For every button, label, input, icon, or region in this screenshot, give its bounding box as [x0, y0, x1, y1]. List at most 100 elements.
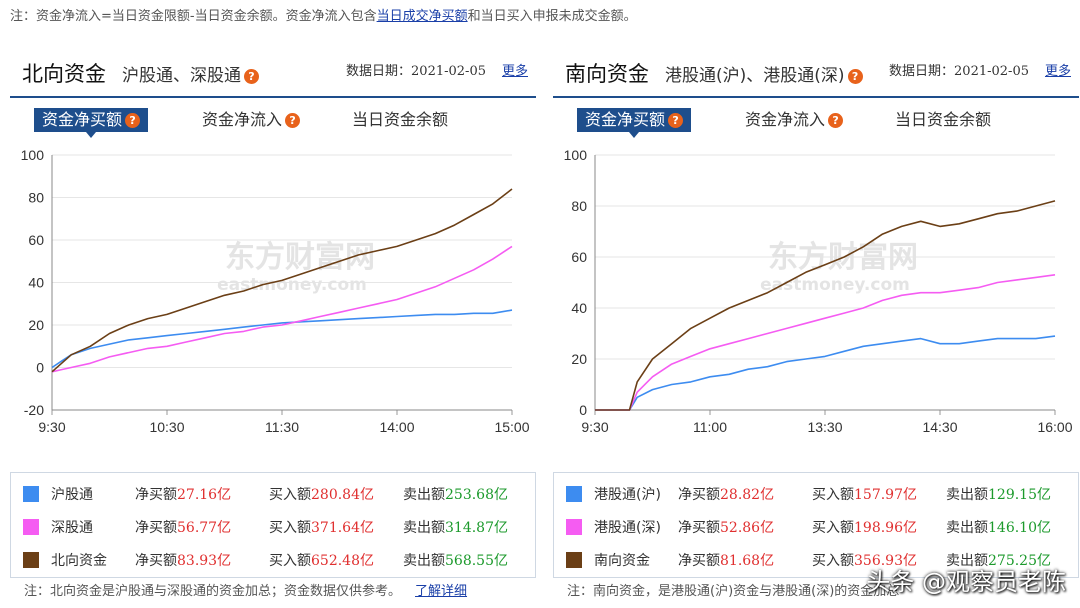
- tab-balance[interactable]: 当日资金余额: [895, 108, 991, 132]
- y-tick-label: 60: [571, 249, 587, 265]
- tab-net-buy[interactable]: 资金净买额?: [34, 108, 149, 138]
- net-buy-value: 净买额56.77亿: [135, 520, 232, 536]
- help-icon[interactable]: ?: [828, 113, 844, 128]
- help-icon[interactable]: ?: [125, 113, 141, 128]
- x-tick-label: 11:00: [693, 419, 727, 435]
- help-icon[interactable]: ?: [668, 113, 684, 128]
- legend-name: 港股通(深): [594, 520, 661, 536]
- x-tick-label: 11:30: [265, 419, 299, 435]
- y-tick-label: 40: [28, 275, 44, 291]
- series-line-南向资金: [595, 200, 1056, 411]
- footnote-text: 注：南向资金，是港股通(沪)资金与港股通(深)的资金加总: [567, 584, 900, 599]
- panel-subtitle: 港股通(沪)、港股通(深)?: [665, 61, 863, 86]
- tab-net-inflow[interactable]: 资金净流入?: [745, 108, 844, 132]
- y-tick-label: 0: [579, 402, 587, 418]
- legend-name: 南向资金: [594, 553, 650, 569]
- y-tick-label: 20: [571, 351, 587, 367]
- sell-value: 卖出额568.55亿: [403, 553, 508, 569]
- series-line-深股通: [51, 245, 513, 373]
- help-icon[interactable]: ?: [244, 68, 259, 84]
- learn-more-link[interactable]: 了解详细: [415, 584, 468, 599]
- tab-balance-label: 当日资金余额: [352, 110, 449, 129]
- y-tick-label: 0: [36, 360, 44, 376]
- y-tick-label: 20: [28, 317, 44, 333]
- x-tick-label: 13:30: [807, 419, 842, 435]
- tab-balance[interactable]: 当日资金余额: [352, 108, 448, 132]
- x-tick-label: 15:00: [494, 419, 529, 435]
- net-buy-value: 净买额81.68亿: [678, 553, 775, 569]
- buy-value: 买入额198.96亿: [812, 520, 917, 536]
- watermark-url: eastmoney.com: [760, 275, 910, 295]
- legend-swatch: [566, 552, 582, 568]
- y-tick-label: 40: [571, 300, 587, 316]
- sell-value: 卖出额253.68亿: [403, 487, 508, 503]
- legend-name: 北向资金: [51, 553, 107, 569]
- x-tick-label: 9:30: [581, 419, 608, 435]
- x-tick-label: 9:30: [38, 419, 65, 435]
- legend-swatch: [23, 552, 39, 568]
- help-icon[interactable]: ?: [285, 113, 301, 128]
- tab-net-buy-label: 资金净买额: [42, 110, 123, 129]
- footnote: 注：南向资金，是港股通(沪)资金与港股通(深)的资金加总: [567, 580, 899, 599]
- sell-value: 卖出额314.87亿: [403, 520, 508, 536]
- panel-title: 南向资金: [565, 62, 649, 86]
- northbound-chart: -20 0 20 40 60 80 100 9:30 10:30 11:30 14:00 15:00 东…: [10, 140, 536, 440]
- more-link[interactable]: 更多: [1044, 64, 1071, 79]
- tab-net-inflow-label: 资金净流入: [202, 110, 283, 129]
- top-note: 注：资金净流入=当日资金限额-当日资金余额。资金净流入包含当日成交净买额和当日买…: [10, 5, 637, 24]
- more-link[interactable]: 更多: [501, 64, 528, 79]
- x-tick-label: 10:30: [149, 419, 184, 435]
- legend-row: 北向资金 净买额83.93亿 买入额652.48亿 卖出额568.55亿: [11, 545, 535, 575]
- southbound-panel: 南向资金 港股通(沪)、港股通(深)? 数据日期：2021-02-05 更多 资…: [553, 40, 1079, 608]
- watermark-url: eastmoney.com: [217, 275, 367, 295]
- panel-header: 南向资金 港股通(沪)、港股通(深)? 数据日期：2021-02-05 更多: [553, 40, 1079, 98]
- net-buy-value: 净买额52.86亿: [678, 520, 775, 536]
- top-note-prefix: 注：资金净流入=当日资金限额-当日资金余额。资金净流入包含: [10, 9, 377, 24]
- tab-balance-label: 当日资金余额: [895, 110, 992, 129]
- tab-net-buy[interactable]: 资金净买额?: [577, 108, 692, 138]
- data-date: 数据日期：2021-02-05: [346, 64, 486, 79]
- buy-value: 买入额356.93亿: [812, 553, 917, 569]
- legend-swatch: [566, 486, 582, 502]
- net-buy-value: 净买额27.16亿: [135, 487, 232, 503]
- series-line-港股通(沪): [595, 335, 1056, 411]
- legend-name: 深股通: [51, 520, 93, 536]
- series-line-沪股通: [51, 309, 513, 369]
- tab-net-inflow[interactable]: 资金净流入?: [202, 108, 301, 132]
- y-tick-label: -20: [24, 402, 44, 418]
- y-tick-label: 100: [564, 147, 588, 163]
- tab-net-inflow-label: 资金净流入: [745, 110, 826, 129]
- y-tick-label: 80: [571, 198, 587, 214]
- legend-row: 南向资金 净买额81.68亿 买入额356.93亿 卖出额275.25亿: [554, 545, 1078, 575]
- legend-table: 沪股通 净买额27.16亿 买入额280.84亿 卖出额253.68亿深股通 净买额56…: [10, 472, 536, 578]
- panel-subtitle-text: 港股通(沪)、港股通(深): [665, 66, 845, 86]
- buy-value: 买入额280.84亿: [269, 487, 374, 503]
- legend-swatch: [566, 519, 582, 535]
- southbound-chart: 0 20 40 60 80 100 9:30 11:00 13:30 14:30 16:00 东方财富…: [553, 140, 1079, 440]
- panel-title: 北向资金: [22, 62, 106, 86]
- panel-header: 北向资金 沪股通、深股通? 数据日期：2021-02-05 更多: [10, 40, 536, 98]
- footnote-text: 注：北向资金是沪股通与深股通的资金加总；资金数据仅供参考。: [24, 584, 402, 599]
- panel-subtitle: 沪股通、深股通?: [122, 61, 259, 86]
- net-buy-value: 净买额83.93亿: [135, 553, 232, 569]
- northbound-panel: 北向资金 沪股通、深股通? 数据日期：2021-02-05 更多 资金净买额? …: [10, 40, 536, 608]
- legend-row: 沪股通 净买额27.16亿 买入额280.84亿 卖出额253.68亿: [11, 479, 535, 509]
- help-icon[interactable]: ?: [847, 68, 863, 84]
- legend-name: 港股通(沪): [594, 487, 661, 503]
- legend-table: 港股通(沪) 净买额28.82亿 买入额157.97亿 卖出额129.15亿 港股通(深…: [553, 472, 1079, 578]
- data-date: 数据日期：2021-02-05: [889, 64, 1029, 79]
- legend-name: 沪股通: [51, 487, 93, 503]
- legend-swatch: [23, 519, 39, 535]
- y-tick-label: 80: [28, 190, 44, 206]
- legend-row: 深股通 净买额56.77亿 买入额371.64亿 卖出额314.87亿: [11, 512, 535, 542]
- net-buy-value: 净买额28.82亿: [678, 487, 775, 503]
- sell-value: 卖出额146.10亿: [946, 520, 1051, 536]
- x-tick-label: 14:00: [379, 419, 414, 435]
- top-note-link[interactable]: 当日成交净买额: [376, 9, 468, 24]
- legend-row: 港股通(沪) 净买额28.82亿 买入额157.97亿 卖出额129.15亿: [554, 479, 1078, 509]
- y-tick-label: 100: [21, 147, 45, 163]
- panel-subtitle-text: 沪股通、深股通: [122, 66, 241, 86]
- legend-swatch: [23, 486, 39, 502]
- buy-value: 买入额157.97亿: [812, 487, 917, 503]
- footnote: 注：北向资金是沪股通与深股通的资金加总；资金数据仅供参考。 了解详细: [24, 580, 467, 599]
